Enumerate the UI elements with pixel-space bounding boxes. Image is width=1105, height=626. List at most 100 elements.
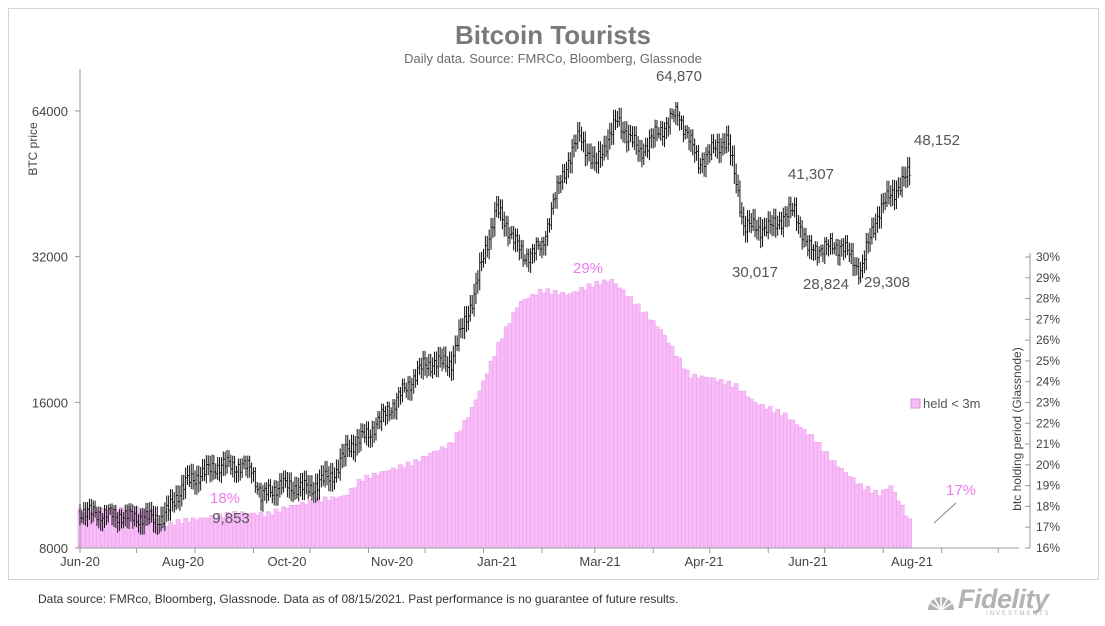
annotation-label: 29,308 [864, 274, 910, 291]
holding-bar [179, 523, 185, 549]
holding-bar [330, 496, 335, 549]
y-right-tick-label: 27% [1036, 312, 1060, 326]
holding-bar [824, 451, 829, 549]
holding-bar [405, 461, 411, 549]
holding-bar [537, 288, 543, 549]
holding-period-bars [77, 278, 912, 549]
logo-emblem-icon [928, 596, 954, 611]
y-right-tick-label: 18% [1036, 499, 1060, 513]
holding-bar [481, 380, 486, 549]
holding-bar [786, 419, 792, 549]
holding-bar [402, 467, 407, 549]
holding-bar [266, 511, 271, 549]
y-right-tick-label: 28% [1036, 292, 1060, 306]
holding-bar [379, 471, 384, 549]
annotation-label: 29% [573, 260, 603, 277]
holding-bar [703, 377, 709, 549]
holding-bar [353, 487, 358, 549]
y-right-tick-label: 19% [1036, 479, 1060, 493]
holding-bar [609, 278, 614, 549]
holding-bar [801, 429, 807, 549]
holding-bar [828, 460, 833, 549]
holding-bar [458, 430, 464, 549]
holding-bar [477, 390, 483, 549]
holding-bar [737, 390, 743, 549]
holding-bar [371, 472, 377, 549]
holding-bar [696, 377, 701, 549]
holding-bar [809, 434, 814, 549]
holding-bar [285, 508, 290, 549]
x-tick-label: Jun-20 [60, 554, 100, 569]
holding-bar [831, 460, 837, 549]
holding-bar [322, 496, 328, 549]
holding-bar [594, 280, 599, 549]
holding-bar [782, 412, 788, 549]
holding-bar [251, 512, 256, 549]
holding-bar [432, 451, 437, 549]
y-right-tick-label: 29% [1036, 271, 1060, 285]
holding-bar [281, 506, 286, 549]
holding-bar [794, 424, 799, 549]
holding-bar [518, 300, 524, 549]
holding-bar [850, 477, 856, 549]
holding-bar [190, 517, 196, 549]
holding-bar [669, 346, 675, 549]
footnote: Data source: FMRco, Bloomberg, Glassnode… [38, 592, 679, 606]
holding-bar [775, 409, 780, 549]
annotation-label: 64,870 [656, 68, 702, 85]
holding-bar [300, 502, 305, 549]
y-left-tick-label: 32000 [32, 250, 68, 265]
holding-bar [258, 512, 264, 549]
y-right-tick-label: 17% [1036, 520, 1060, 534]
holding-bar [722, 384, 728, 549]
annotation-label: 28,824 [803, 276, 849, 293]
chart-title: Bitcoin Tourists [455, 20, 651, 50]
holding-bar [707, 377, 713, 549]
holding-bar [319, 501, 324, 549]
holding-bar [756, 404, 762, 549]
x-tick-label: Apr-21 [684, 554, 723, 569]
annotation-label: 9,853 [212, 510, 250, 527]
holding-bar [571, 291, 577, 549]
chart-frame: 8000 16000 32000 64000 BTC price Jun-20 Aug-20… [8, 8, 1099, 580]
annotation-label: 48,152 [914, 132, 960, 149]
holding-bar [564, 294, 569, 549]
holding-bar [447, 442, 452, 549]
holding-bar [620, 289, 626, 549]
holding-bar [666, 342, 671, 549]
holding-bar [526, 298, 532, 549]
holding-bar [360, 481, 366, 549]
holding-bar [500, 338, 505, 549]
holding-bar [409, 465, 415, 549]
holding-bar [417, 461, 422, 549]
holding-bar [726, 380, 731, 549]
y-right-tick-label: 20% [1036, 458, 1060, 472]
holding-bar [552, 290, 558, 549]
holding-bar [454, 432, 460, 549]
y-right-tick-label: 30% [1036, 250, 1060, 264]
holding-bar [473, 399, 479, 549]
holding-bar [854, 483, 860, 549]
holding-bar [741, 390, 746, 549]
holding-bar [413, 459, 418, 549]
holding-bar [326, 500, 332, 549]
holding-bar [658, 329, 664, 549]
holding-bar [307, 499, 313, 549]
y-left-tick-label: 64000 [32, 104, 68, 119]
holding-bar [628, 296, 633, 549]
holding-bar [616, 287, 622, 549]
y-right-tick-label: 23% [1036, 396, 1060, 410]
holding-bar [748, 398, 754, 549]
holding-bar [386, 470, 392, 549]
chart: 8000 16000 32000 64000 BTC price Jun-20 Aug-20… [26, 20, 1060, 569]
holding-bar [443, 448, 449, 549]
holding-bar [262, 516, 268, 549]
holding-bar [862, 489, 867, 549]
holding-bar [745, 396, 750, 549]
holding-bar [288, 505, 294, 549]
holding-bar [503, 326, 509, 549]
holding-bar [375, 474, 381, 549]
holding-bar [764, 408, 769, 549]
holding-bar [624, 296, 630, 549]
